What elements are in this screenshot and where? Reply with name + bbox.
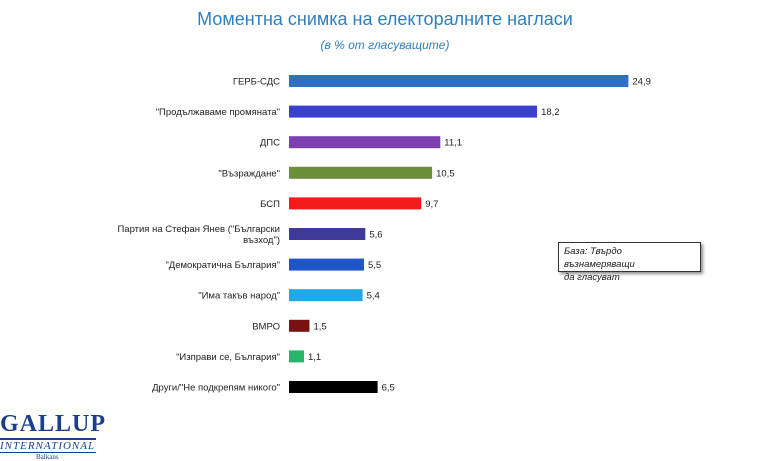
base-note-line1: База: Твърдо възнамеряващи: [564, 246, 635, 270]
category-label: "Възраждане": [218, 168, 280, 179]
bar: [289, 289, 363, 302]
bar-value-label: 1,1: [308, 352, 321, 363]
category-label: Други/"Не подкрепям никого": [152, 383, 280, 394]
bar: [289, 75, 629, 87]
gallup-logo: GALLUP INTERNATIONAL Balkans: [0, 412, 105, 461]
category-label: ГЕРБ-СДС: [233, 77, 280, 88]
category-label: ДПС: [260, 138, 280, 149]
base-note-line2: да гласуват: [564, 272, 620, 283]
category-label: ВМРО: [252, 321, 280, 332]
bar-value-label: 10,5: [436, 168, 455, 179]
bar: [289, 136, 441, 149]
bar: [289, 197, 422, 210]
bar-value-label: 1,5: [313, 321, 326, 332]
bar: [289, 228, 366, 240]
bar: [289, 105, 538, 118]
bar-value-label: 18,2: [541, 107, 560, 118]
category-label: Партия на Стефан Янев ("Български: [117, 224, 280, 235]
category-label: "Продължаваме промяната": [156, 107, 280, 118]
category-label: БСП: [260, 199, 280, 210]
logo-rule-top: [0, 438, 96, 440]
bar-value-label: 11,1: [444, 138, 462, 149]
category-label: "Има такъв народ": [198, 291, 280, 302]
logo-main-text: GALLUP: [0, 411, 107, 437]
category-label: "Изправи се, България": [176, 352, 280, 363]
bar-value-label: 9,7: [425, 199, 438, 210]
category-label: възход"): [243, 235, 280, 246]
logo-rule-bottom: [0, 452, 96, 453]
bar: [289, 381, 378, 393]
bar-value-label: 5,5: [368, 260, 381, 271]
chart-title: Моментна снимка на електоралните нагласи: [197, 9, 573, 29]
bar: [289, 258, 364, 271]
bar: [289, 166, 433, 179]
logo-sub-text: INTERNATIONAL: [0, 440, 96, 452]
logo-region-text: Balkans: [36, 453, 59, 461]
category-label: "Демократична България": [165, 260, 280, 271]
bar: [289, 350, 304, 363]
base-note: База: Твърдо възнамеряващи да гласуват: [558, 242, 701, 283]
bar-value-label: 5,4: [367, 291, 380, 302]
bar-value-label: 6,5: [382, 383, 395, 394]
bar-value-label: 5,6: [369, 230, 382, 241]
bar: [289, 319, 310, 332]
bar-value-label: 24,9: [632, 77, 651, 88]
chart-subtitle: (в % от гласуващите): [320, 38, 450, 52]
